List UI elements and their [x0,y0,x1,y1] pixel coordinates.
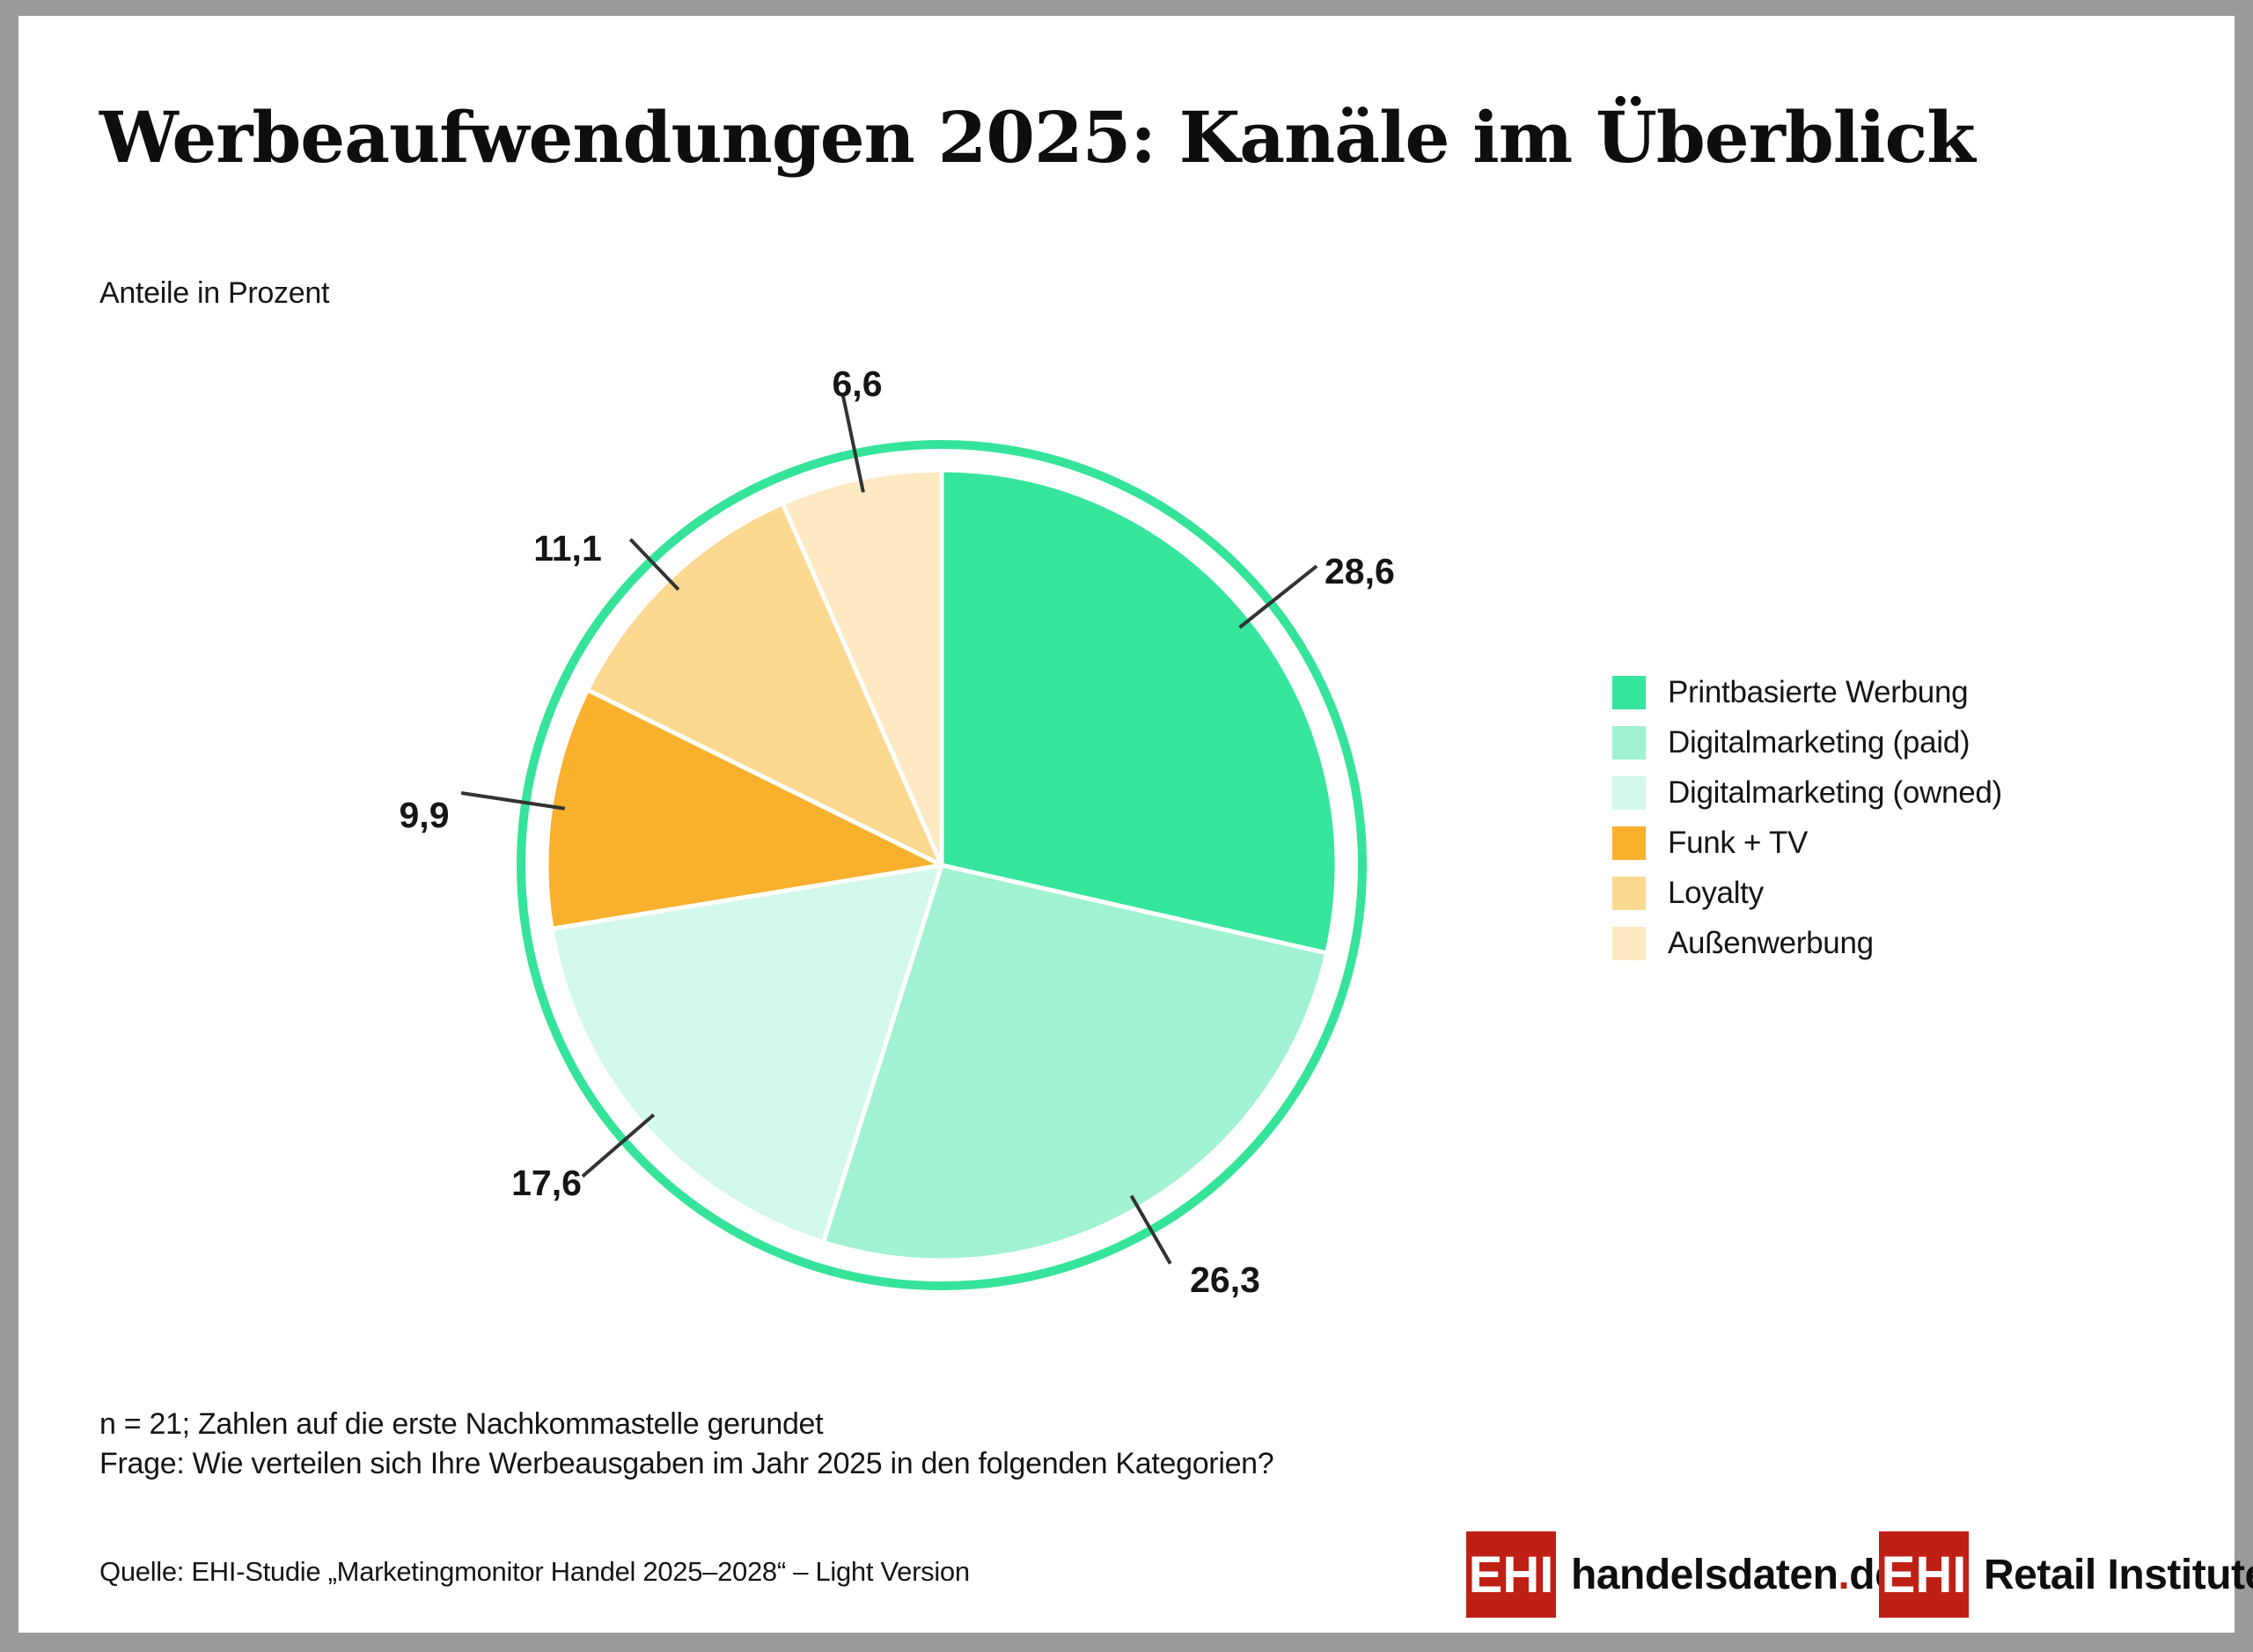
infographic-canvas: Werbeaufwendungen 2025: Kanäle im Überbl… [18,16,2253,1633]
legend-item-5: Loyalty [1612,876,2002,910]
slice-value-label-6: 6,6 [833,363,883,404]
slice-value-label-5: 11,1 [533,528,602,569]
logo-text-dot: . [1838,1551,1850,1598]
legend-label: Digitalmarketing (owned) [1668,775,2002,810]
legend-label: Außenwerbung [1668,926,1874,960]
leader-line-1 [1238,564,1318,629]
leader-line-5 [628,538,680,591]
leader-line-2 [1129,1194,1172,1265]
legend-label: Loyalty [1668,876,1764,910]
chart-legend: Printbasierte Werbung Digitalmarketing (p… [1612,675,2002,977]
leader-line-3 [581,1113,656,1178]
legend-item-1: Printbasierte Werbung [1612,675,2002,709]
legend-item-6: Außenwerbung [1612,926,2002,960]
legend-swatch [1612,776,1646,810]
slice-value-label-1: 28,6 [1325,551,1395,591]
legend-swatch [1612,676,1646,709]
legend-swatch [1612,726,1646,760]
slice-value-label-2: 26,3 [1190,1259,1260,1300]
logo-handelsdaten: EHI handelsdaten. de [1466,1531,1898,1618]
leader-line-6 [840,393,865,493]
leader-line-4 [460,791,566,811]
legend-item-3: Digitalmarketing (owned) [1612,775,2002,810]
slice-value-label-4: 9,9 [400,795,450,835]
legend-item-4: Funk + TV [1612,826,2002,860]
legend-swatch [1612,927,1646,960]
ehi-badge: EHI [1879,1531,1969,1618]
legend-swatch [1612,826,1646,860]
ehi-badge: EHI [1466,1531,1556,1618]
source-line: Quelle: EHI-Studie „Marketingmonitor Han… [99,1556,970,1587]
logo-text-main: handelsdaten [1571,1551,1838,1598]
slice-value-label-3: 17,6 [511,1163,582,1203]
logo-retail-institute: EHI Retail Institute® [1879,1531,2253,1618]
legend-label: Printbasierte Werbung [1668,675,1969,709]
page-title: Werbeaufwendungen 2025: Kanäle im Überbl… [99,96,1976,179]
logo-text-main: Retail Institute [1984,1551,2253,1598]
logo-retail-text: Retail Institute® [1984,1531,2253,1618]
footnote-question: Frage: Wie verteilen sich Ihre Werbeausg… [99,1447,1274,1480]
logo-handelsdaten-text: handelsdaten. de [1571,1531,1898,1618]
legend-item-2: Digitalmarketing (paid) [1612,725,2002,760]
legend-label: Digitalmarketing (paid) [1668,725,1970,760]
footnote-sample-size: n = 21; Zahlen auf die erste Nachkommast… [99,1407,824,1441]
legend-swatch [1612,877,1646,910]
pie-outer-ring [517,440,1367,1290]
chart-subtitle: Anteile in Prozent [99,276,330,310]
legend-label: Funk + TV [1668,826,1809,860]
footnotes: n = 21; Zahlen auf die erste Nachkommast… [99,1405,1274,1484]
